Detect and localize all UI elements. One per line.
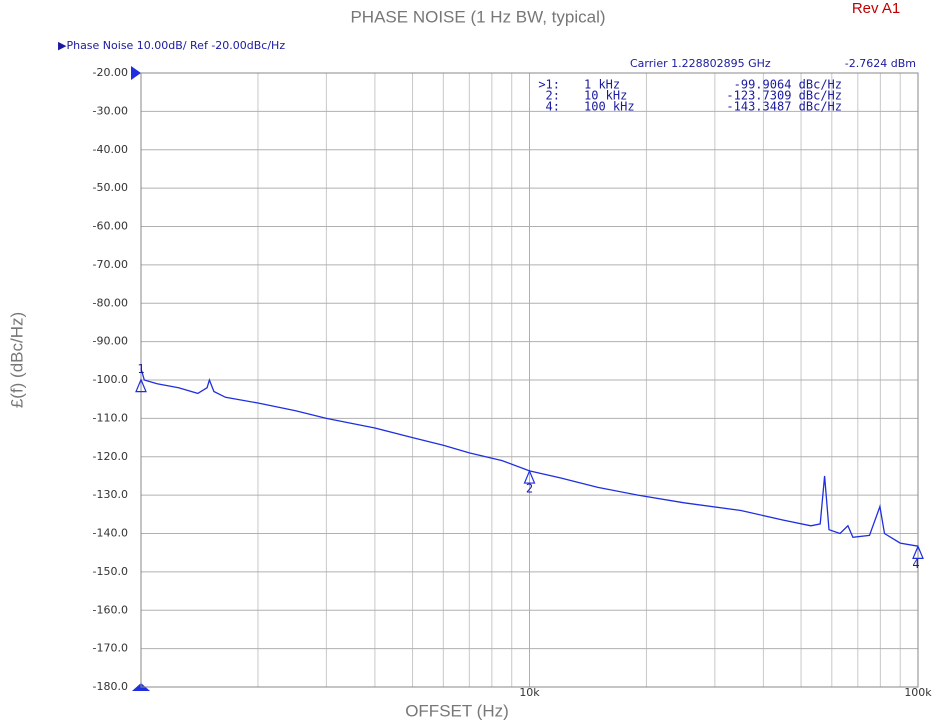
x-tick-label: 10k [519,686,540,699]
grid [141,72,919,688]
marker-reading: -99.9064 dBc/Hz [734,78,842,92]
marker-tag: 4 [912,557,919,571]
y-tick-label: -170.0 [93,642,128,655]
marker-reading: -143.3487 dBc/Hz [726,100,842,114]
chart-title: PHASE NOISE (1 Hz BW, typical) [350,7,605,26]
y-tick-label: -40.00 [93,143,128,156]
y-tick-label: -60.00 [93,220,128,233]
revision: Rev A1 [852,0,900,17]
marker-label: >1: [538,78,560,92]
marker-reading: -123.7309 dBc/Hz [726,89,842,103]
y-tick-label: -160.0 [93,603,128,616]
y-tick-label: -180.0 [93,680,128,693]
y-tick-label: -100.0 [93,373,128,386]
marker-label: 2: [546,89,560,103]
y-tick-label: -50.00 [93,181,128,194]
y-tick-label: -120.0 [93,450,128,463]
marker-tag: 2 [526,482,533,496]
y-tick-label: -80.00 [93,296,128,309]
power: -2.7624 dBm [845,57,916,70]
y-tick-label: -20.00 [93,66,128,79]
y-tick-label: -150.0 [93,565,128,578]
y-tick-label: -90.00 [93,335,128,348]
y-tick-label: -140.0 [93,527,128,540]
marker-label: 4: [546,100,560,114]
y-tick-label: -30.00 [93,104,128,117]
header: ▶Phase Noise 10.00dB/ Ref -20.00dBc/Hz [58,39,285,52]
marker-freq: 100 kHz [584,100,635,114]
y-tick-label: -70.00 [93,258,128,271]
marker-tag: 1 [137,362,144,376]
x-tick-label: 100k [904,686,932,699]
trace [140,368,919,547]
marker-freq: 1 kHz [584,78,620,92]
marker [135,378,147,393]
marker [523,469,536,484]
marker [912,544,924,559]
ref-indicator [131,66,141,80]
x-axis-label: OFFSET (Hz) [405,701,509,720]
y-tick-label: -130.0 [93,488,128,501]
y-axis-label: £(f) (dBc/Hz) [7,312,26,408]
marker-freq: 10 kHz [584,89,627,103]
carrier: Carrier 1.228802895 GHz [630,57,771,70]
y-tick-label: -110.0 [93,411,128,424]
